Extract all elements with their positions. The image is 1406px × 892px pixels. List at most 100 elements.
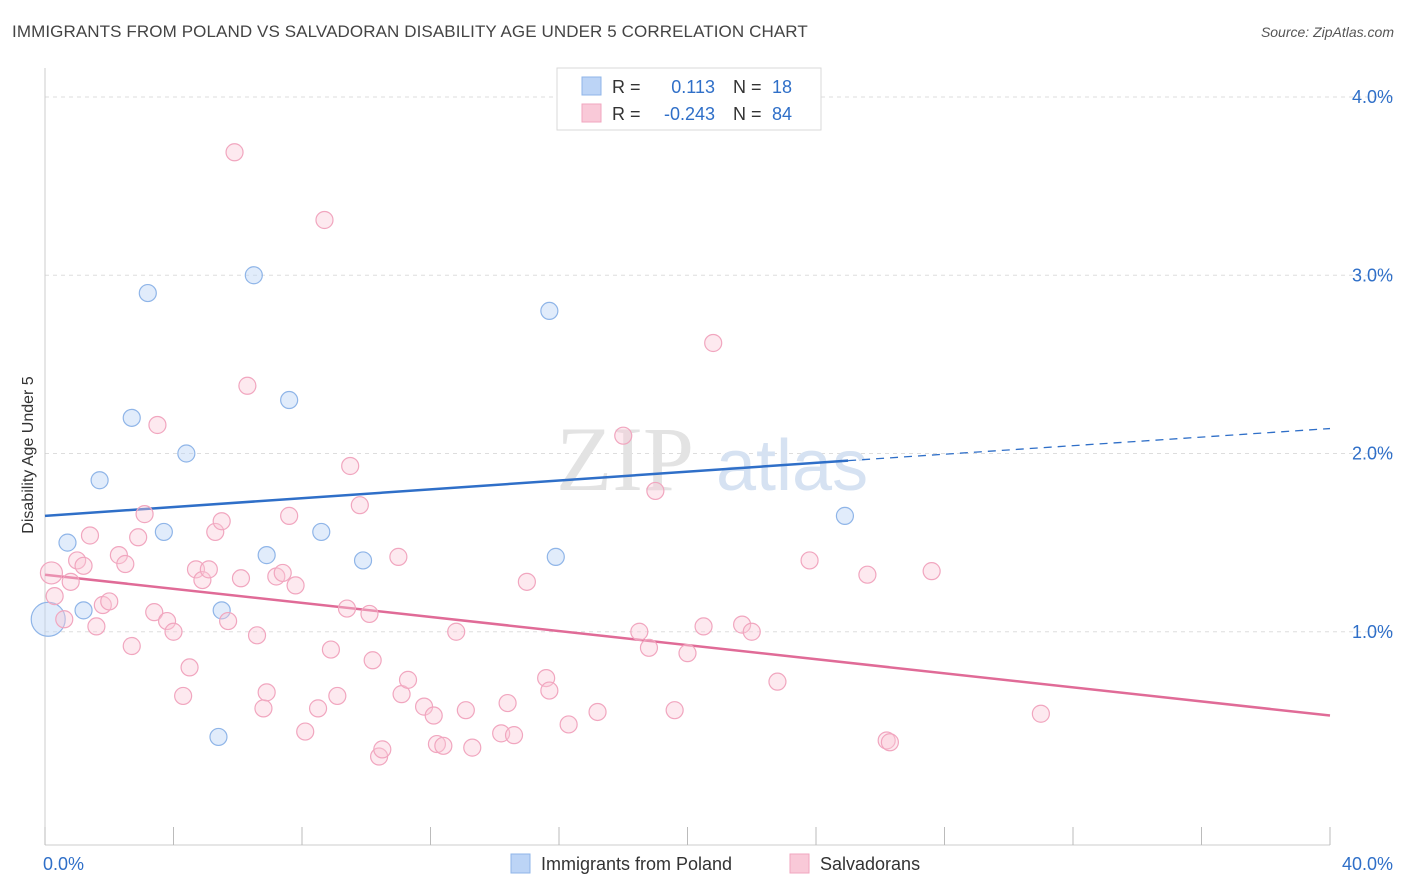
point-salvadorans [800, 551, 819, 570]
point-salvadorans [238, 376, 257, 395]
point-salvadorans [129, 528, 148, 547]
watermark-zip: ZIP [556, 408, 694, 510]
point-salvadorans [122, 636, 141, 656]
point-salvadorans [39, 561, 64, 585]
point-poland [546, 547, 565, 566]
axes [44, 68, 1331, 846]
point-salvadorans [231, 569, 251, 588]
point-salvadorans [350, 496, 369, 515]
point-salvadorans [398, 670, 418, 689]
point-salvadorans [55, 610, 74, 629]
point-salvadorans [186, 560, 206, 579]
point-salvadorans [135, 505, 154, 524]
point-salvadorans [504, 726, 524, 745]
point-salvadorans [61, 572, 80, 591]
y-tick-label: 1.0% [1352, 622, 1393, 642]
point-salvadorans [665, 701, 684, 720]
point-salvadorans [145, 603, 164, 622]
point-salvadorans [733, 615, 752, 634]
point-salvadorans [858, 565, 877, 584]
point-salvadorans [206, 522, 225, 542]
point-salvadorans [321, 640, 341, 659]
point-salvadorans [447, 622, 466, 641]
point-salvadorans [280, 506, 299, 525]
point-salvadorans [646, 481, 665, 501]
point-salvadorans [328, 686, 347, 706]
point-salvadorans [922, 562, 941, 581]
point-salvadorans [296, 722, 315, 741]
point-salvadorans [588, 702, 607, 722]
point-poland [244, 266, 263, 285]
point-salvadorans [45, 586, 64, 606]
point-poland [353, 551, 373, 570]
legend-swatch-salvadorans [789, 853, 810, 874]
point-poland [154, 522, 173, 542]
stats-r-value: -0.243 [664, 104, 715, 124]
point-salvadorans [363, 651, 382, 670]
stats-swatch-poland [581, 76, 602, 96]
point-poland [540, 301, 559, 320]
point-salvadorans [286, 576, 305, 595]
point-salvadorans [100, 592, 119, 611]
stats-n-value: 18 [772, 77, 792, 97]
watermark-atlas: atlas [716, 426, 868, 506]
stats-n-value: 84 [772, 104, 792, 124]
stats-r-label: R = [612, 104, 641, 124]
y-tick-label: 4.0% [1352, 87, 1393, 107]
stats-legend: R = 0.113 N = 18 R = -0.243 N = 84 [556, 67, 822, 131]
point-salvadorans [174, 686, 193, 706]
point-poland [90, 471, 109, 490]
point-salvadorans [877, 731, 896, 750]
watermark: ZIP atlas [556, 408, 868, 510]
point-salvadorans [116, 554, 135, 574]
grid-lines [45, 96, 1395, 633]
point-salvadorans [157, 611, 177, 631]
point-poland [835, 506, 855, 525]
stats-n-label: N = [733, 77, 762, 97]
point-salvadorans [630, 622, 649, 641]
stats-row-salvadorans: R = -0.243 N = 84 [581, 103, 792, 124]
point-poland [58, 533, 77, 552]
point-salvadorans [180, 658, 199, 677]
point-salvadorans [880, 733, 899, 752]
point-poland [280, 390, 299, 410]
series-legend: Immigrants from Poland Salvadorans [510, 853, 920, 874]
x-tick-labels: 0.0% 40.0% [43, 854, 1393, 874]
point-salvadorans [360, 604, 379, 624]
point-salvadorans [247, 626, 267, 645]
point-salvadorans [463, 738, 482, 757]
point-salvadorans [212, 512, 231, 531]
stats-r-label: R = [612, 77, 641, 97]
point-salvadorans [559, 715, 578, 734]
point-salvadorans [219, 611, 238, 631]
point-salvadorans [80, 526, 100, 545]
point-salvadorans [373, 740, 392, 759]
point-salvadorans [254, 699, 273, 718]
point-salvadorans [273, 563, 292, 583]
data-points [30, 143, 1050, 766]
point-salvadorans [87, 617, 106, 636]
chart-title: IMMIGRANTS FROM POLAND VS SALVADORAN DIS… [12, 22, 808, 41]
point-salvadorans [427, 734, 447, 754]
y-axis-label: Disability Age Under 5 [20, 376, 37, 534]
point-salvadorans [308, 699, 328, 718]
point-salvadorans [257, 683, 276, 702]
y-tick-label: 2.0% [1352, 444, 1393, 464]
point-salvadorans [341, 456, 360, 476]
point-salvadorans [109, 546, 128, 565]
point-salvadorans [639, 638, 659, 657]
trend-extension-poland [848, 427, 1331, 462]
stats-r-value: 0.113 [671, 77, 715, 97]
point-poland [122, 408, 141, 427]
point-salvadorans [742, 622, 761, 641]
point-poland [312, 522, 331, 542]
point-salvadorans [164, 622, 183, 641]
point-salvadorans [315, 210, 334, 230]
point-salvadorans [424, 706, 443, 725]
point-salvadorans [678, 644, 697, 663]
point-salvadorans [768, 672, 787, 691]
point-salvadorans [225, 143, 244, 162]
stats-n-label: N = [733, 104, 762, 124]
point-salvadorans [74, 556, 93, 575]
